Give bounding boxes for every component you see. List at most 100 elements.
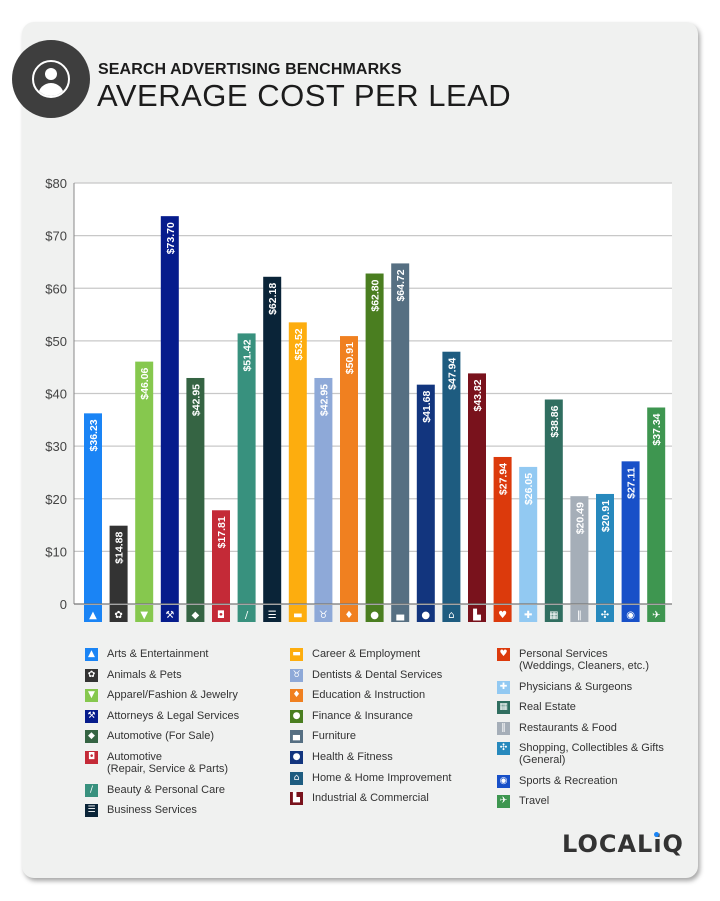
tooth-tile bbox=[314, 605, 333, 622]
bar-value-label: $73.70 bbox=[165, 222, 177, 254]
bar bbox=[288, 322, 307, 604]
y-tick-label: $20 bbox=[45, 492, 67, 507]
bar-value-label: $64.72 bbox=[395, 269, 407, 301]
bar bbox=[186, 377, 205, 604]
tooth-icon: ♉ bbox=[290, 668, 303, 682]
legend-item: ● Finance & Insurance bbox=[290, 709, 413, 723]
newspaper-icon: ☰ bbox=[85, 804, 98, 818]
piggy-bank-icon: ● bbox=[290, 709, 303, 723]
fork-knife-icon: ‖ bbox=[577, 610, 582, 621]
bar-value-label: $41.68 bbox=[421, 391, 433, 423]
apple-icon: ● bbox=[290, 751, 303, 764]
briefcase-icon: ▬ bbox=[290, 648, 303, 661]
newspaper-icon: ☰ bbox=[268, 610, 277, 621]
tooth-icon: ♉ bbox=[319, 610, 328, 621]
bar bbox=[340, 336, 358, 604]
airplane-icon: ✈ bbox=[497, 795, 510, 809]
legend-item: ‖ Restaurants & Food bbox=[497, 721, 617, 735]
bar-value-label: $62.18 bbox=[267, 283, 279, 315]
brush-icon: / bbox=[85, 783, 98, 797]
bar-value-label: $27.94 bbox=[498, 463, 510, 495]
bar-value-label: $51.42 bbox=[242, 339, 254, 371]
medical-cross-icon: ✚ bbox=[524, 610, 532, 621]
legend-item: ✿ Animals & Pets bbox=[85, 668, 182, 682]
car-tile bbox=[212, 605, 230, 622]
bar bbox=[84, 413, 102, 604]
tag-icon: ◆ bbox=[192, 610, 200, 621]
legend-label: Travel bbox=[519, 795, 550, 808]
bar bbox=[416, 384, 435, 604]
bar-value-label: $46.06 bbox=[139, 367, 151, 399]
bar bbox=[160, 216, 179, 604]
bar bbox=[109, 525, 128, 604]
legend-label: Finance & Insurance bbox=[312, 709, 413, 722]
legend-item: ✚ Physicians & Surgeons bbox=[497, 680, 632, 694]
graduation-cap-icon: ♦ bbox=[345, 610, 354, 621]
legend-label: Apparel/Fashion & Jewelry bbox=[107, 689, 238, 702]
storefront-tile bbox=[544, 605, 563, 622]
factory-tile bbox=[468, 605, 486, 622]
hand-heart-icon: ♥ bbox=[497, 648, 510, 661]
brush-icon: / bbox=[245, 610, 249, 621]
legend-item: ▦ Real Estate bbox=[497, 701, 576, 715]
image-icon: ▲ bbox=[89, 610, 97, 621]
legend-item: ▲ Arts & Entertainment bbox=[85, 648, 209, 661]
ball-icon: ◉ bbox=[626, 610, 635, 621]
legend-label: Attorneys & Legal Services bbox=[107, 709, 240, 722]
house-icon: ⌂ bbox=[290, 771, 303, 785]
bar-value-label: $62.80 bbox=[370, 279, 382, 311]
piggy-bank-icon: ● bbox=[370, 610, 379, 621]
piggy-bank-tile bbox=[365, 605, 384, 622]
dollar-user-icon bbox=[12, 40, 90, 118]
y-tick-label: 0 bbox=[60, 597, 67, 612]
bar bbox=[237, 333, 256, 604]
bar bbox=[391, 263, 410, 604]
bar-value-label: $26.05 bbox=[523, 473, 535, 505]
car-icon: ◘ bbox=[217, 610, 225, 621]
legend-label: Animals & Pets bbox=[107, 668, 182, 681]
bar bbox=[365, 273, 384, 604]
bar bbox=[314, 377, 333, 604]
legend-item: ◘ Automotive (Repair, Service & Parts) bbox=[85, 751, 228, 775]
legend-item: ✣ Shopping, Collectibles & Gifts (General… bbox=[497, 742, 664, 766]
brush-tile bbox=[237, 605, 256, 622]
localiq-logo: LOCALiQ bbox=[562, 830, 684, 858]
bar-chart: 0 $10 $20 $30 $40 $50 $60 $70 $80 $36.23 ▲ $14.88 ✿ $… bbox=[45, 176, 672, 622]
shirt-icon: ▼ bbox=[85, 689, 98, 703]
bar-value-label: $38.86 bbox=[549, 405, 561, 437]
legend-label: Personal Services (Weddings, Cleaners, e… bbox=[519, 648, 650, 672]
image-tile bbox=[84, 605, 102, 622]
bar bbox=[135, 361, 154, 604]
legend-label: Business Services bbox=[107, 804, 197, 817]
bar bbox=[212, 510, 230, 604]
bar bbox=[519, 466, 538, 604]
ball-icon: ◉ bbox=[497, 774, 510, 788]
legend-item: ▬ Career & Employment bbox=[290, 648, 420, 661]
bar bbox=[468, 373, 486, 604]
armchair-tile bbox=[391, 605, 410, 622]
legend-item: ▙ Industrial & Commercial bbox=[290, 792, 429, 806]
legend-item: ☰ Business Services bbox=[85, 804, 197, 818]
legend-item: ♉ Dentists & Dental Services bbox=[290, 668, 442, 682]
gift-bow-tile bbox=[596, 605, 614, 622]
legend-label: Industrial & Commercial bbox=[312, 792, 429, 805]
legend-item: ◉ Sports & Recreation bbox=[497, 774, 618, 788]
chart-subtitle: SEARCH ADVERTISING BENCHMARKS bbox=[98, 61, 402, 78]
bar-value-label: $27.11 bbox=[626, 467, 638, 499]
legend-item: ♦ Education & Instruction bbox=[290, 689, 426, 703]
legend-item: ● Health & Fitness bbox=[290, 751, 393, 764]
ball-tile bbox=[621, 605, 640, 622]
legend-label: Beauty & Personal Care bbox=[107, 783, 226, 796]
legend-label: Health & Fitness bbox=[312, 751, 393, 763]
hand-heart-tile bbox=[493, 605, 512, 622]
bar bbox=[544, 399, 563, 604]
apple-tile bbox=[416, 605, 435, 622]
bar bbox=[263, 276, 282, 604]
legend-item: ▼ Apparel/Fashion & Jewelry bbox=[85, 689, 238, 703]
car-icon: ◘ bbox=[85, 751, 98, 764]
legend-item: / Beauty & Personal Care bbox=[85, 783, 226, 797]
legend-label: Sports & Recreation bbox=[519, 774, 618, 787]
legend-label: Education & Instruction bbox=[312, 689, 426, 702]
legend-label: Automotive (Repair, Service & Parts) bbox=[107, 751, 229, 775]
bar-value-label: $53.52 bbox=[293, 328, 305, 360]
